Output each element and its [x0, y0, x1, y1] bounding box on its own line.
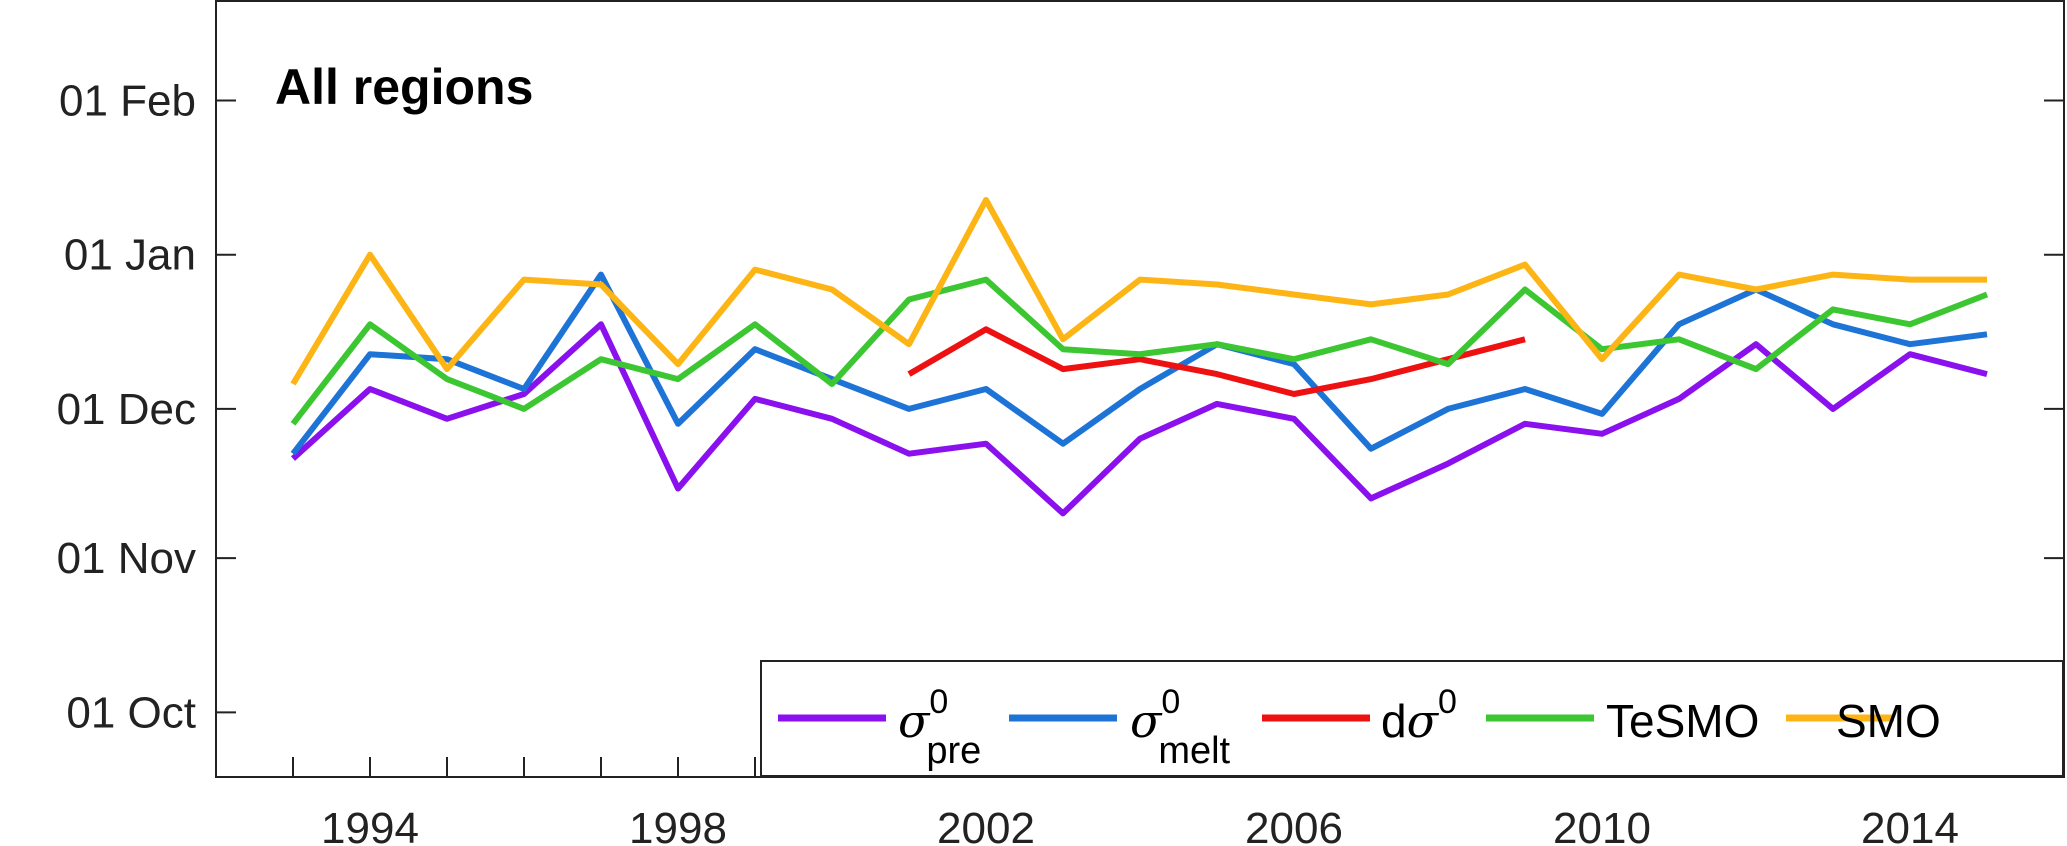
- legend-label-d_sigma: dσ0: [1381, 683, 1457, 748]
- legend-label-smo: SMO: [1836, 695, 1941, 747]
- series-line-smo: [290, 197, 1987, 386]
- y-tick-label: 01 Feb: [59, 76, 196, 125]
- y-tick-label: 01 Nov: [57, 534, 196, 583]
- chart-title: All regions: [275, 59, 533, 115]
- x-tick-label: 2010: [1553, 804, 1651, 846]
- series-lines: [290, 197, 1989, 517]
- series-line-d_sigma: [907, 326, 1526, 397]
- y-axis-ticks: 01 Oct 01 Nov 01 Dec 01 Jan 01 Feb: [57, 76, 2064, 737]
- legend-label-sigma_pre: σ0 pre: [898, 683, 981, 772]
- x-tick-label: 1994: [321, 804, 419, 846]
- series-line-sigma_melt: [290, 271, 1988, 456]
- y-tick-label: 01 Jan: [64, 231, 196, 280]
- series-line-tesmo: [290, 276, 1989, 426]
- legend-label-tesmo: TeSMO: [1606, 695, 1759, 747]
- x-tick-label: 2006: [1245, 804, 1343, 846]
- series-line-sigma_pre: [290, 321, 1988, 517]
- x-tick-label: 2002: [937, 804, 1035, 846]
- y-tick-label: 01 Oct: [66, 688, 196, 737]
- x-tick-label: 1998: [629, 804, 727, 846]
- legend-label-sigma_melt: σ0 melt: [1130, 683, 1231, 772]
- legend: σ0 pre σ0 melt dσ0 TeSMO SMO: [760, 660, 2064, 777]
- x-tick-label: 2014: [1861, 804, 1959, 846]
- y-tick-label: 01 Dec: [57, 385, 196, 434]
